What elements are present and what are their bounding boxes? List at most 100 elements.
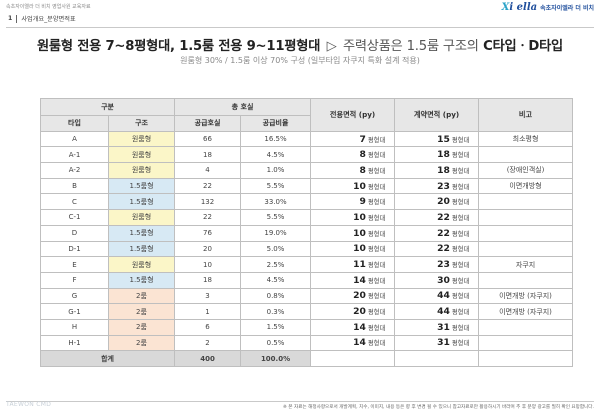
- table-row: A 원룸형 66 16.5% 7 평형대 15 평형대 최소평형: [40, 130, 574, 148]
- type-cell: C: [40, 193, 109, 211]
- unit-label: 평형대: [367, 183, 386, 191]
- supply-units-cell: 76: [174, 224, 242, 242]
- total-label: 합계: [39, 350, 176, 367]
- contract-area-cell: 22 평형대: [394, 240, 480, 258]
- unit-label: 평형대: [367, 230, 386, 238]
- structure-cell: 1.5룸형: [107, 240, 176, 258]
- supply-ratio-cell: 4.5%: [240, 271, 312, 289]
- exclusive-area-cell: 9 평형대: [310, 193, 396, 211]
- remarks-cell: 이면개방형: [478, 177, 574, 195]
- exclusive-area-value: 9: [359, 196, 366, 208]
- total-blank-cell: [394, 350, 480, 367]
- supply-ratio-cell: 2.5%: [240, 256, 312, 273]
- table-body: A 원룸형 66 16.5% 7 평형대 15 평형대 최소평형 A-1 원룸형 18 4.5% 8 평형대…: [40, 130, 574, 352]
- contract-area-cell: 31 평형대: [394, 318, 480, 336]
- structure-cell: 원룸형: [107, 209, 176, 226]
- type-cell: E: [40, 256, 109, 273]
- table-row: B 1.5룸형 22 5.5% 10 평형대 23 평형대 이면개방형: [40, 177, 574, 195]
- remarks-cell: 최소평형: [478, 130, 574, 148]
- unit-label: 평형대: [367, 309, 386, 317]
- watermark: TAEWON CMD: [6, 401, 52, 408]
- headline: 원룸형 전용 7~8평형대, 1.5룸 전용 9~11평형대 ▷ 주력상품은 1…: [0, 35, 600, 54]
- section-heading: 1 사업개요_분양면적표: [8, 14, 76, 23]
- brand-logo: Xi ella: [501, 2, 538, 13]
- remarks-cell: (장애인객실): [478, 162, 574, 179]
- unit-label: 평형대: [367, 136, 386, 144]
- contract-area-cell: 44 평형대: [394, 303, 480, 320]
- type-cell: C-1: [40, 209, 109, 226]
- structure-cell: 2룸: [107, 318, 176, 336]
- exclusive-area-cell: 11 평형대: [310, 256, 396, 273]
- unit-label: 평형대: [451, 324, 470, 332]
- table-row: A-1 원룸형 18 4.5% 8 평형대 18 평형대: [40, 146, 574, 164]
- table-row: D-1 1.5룸형 20 5.0% 10 평형대 22 평형대: [40, 240, 574, 258]
- unit-label: 평형대: [367, 277, 386, 285]
- exclusive-area-value: 14: [353, 337, 366, 349]
- contract-area-cell: 15 평형대: [394, 130, 480, 148]
- supply-units-cell: 4: [174, 162, 242, 179]
- supply-units-cell: 18: [174, 271, 242, 289]
- contract-area-cell: 23 평형대: [394, 177, 480, 195]
- type-cell: A-1: [40, 146, 109, 164]
- structure-cell: 2룸: [107, 303, 176, 320]
- type-cell: H: [40, 318, 109, 336]
- supply-ratio-cell: 1.5%: [240, 318, 312, 336]
- header-type: 타입: [40, 115, 109, 132]
- unit-label: 평형대: [451, 309, 470, 317]
- subheadline: 원룸형 30% / 1.5룸 이상 70% 구성 (일부타입 자쿠지 특화 설계…: [180, 56, 420, 65]
- unit-label: 평형대: [451, 293, 470, 301]
- section-number: 1: [8, 15, 13, 22]
- unit-label: 평형대: [367, 167, 386, 175]
- remarks-cell: [478, 318, 574, 336]
- supply-units-cell: 1: [174, 303, 242, 320]
- supply-ratio-cell: 1.0%: [240, 162, 312, 179]
- unit-label: 평형대: [367, 199, 386, 207]
- total-units: 400: [174, 350, 242, 367]
- supply-ratio-cell: 0.8%: [240, 287, 312, 305]
- remarks-cell: [478, 224, 574, 242]
- header-remarks: 비고: [478, 98, 574, 132]
- arrow-icon: ▷: [326, 39, 337, 54]
- structure-cell: 원룸형: [107, 256, 176, 273]
- contract-area-cell: 44 평형대: [394, 287, 480, 305]
- remarks-cell: [478, 146, 574, 164]
- supply-units-cell: 18: [174, 146, 242, 164]
- header-supply-ratio: 공급비율: [240, 115, 312, 132]
- supply-units-cell: 10: [174, 256, 242, 273]
- exclusive-area-value: 10: [353, 243, 366, 255]
- unit-label: 평형대: [367, 340, 386, 348]
- unit-label: 평형대: [451, 183, 470, 191]
- header-total-units: 총 호실: [174, 98, 312, 116]
- supply-ratio-cell: 19.0%: [240, 224, 312, 242]
- table-row: E 원룸형 10 2.5% 11 평형대 23 평형대 자쿠지: [40, 256, 574, 273]
- supply-units-cell: 22: [174, 209, 242, 226]
- contract-area-value: 44: [437, 290, 450, 302]
- remarks-cell: [478, 209, 574, 226]
- exclusive-area-cell: 10 평형대: [310, 177, 396, 195]
- type-cell: D: [40, 224, 109, 242]
- exclusive-area-cell: 14 평형대: [310, 271, 396, 289]
- contract-area-cell: 31 평형대: [394, 334, 480, 352]
- exclusive-area-value: 20: [353, 306, 366, 318]
- contract-area-value: 31: [437, 321, 450, 333]
- exclusive-area-value: 20: [353, 290, 366, 302]
- unit-label: 평형대: [367, 246, 386, 254]
- supply-units-cell: 6: [174, 318, 242, 336]
- exclusive-area-cell: 8 평형대: [310, 146, 396, 164]
- structure-cell: 1.5룸형: [107, 177, 176, 195]
- exclusive-area-cell: 10 평형대: [310, 209, 396, 226]
- contract-area-value: 31: [437, 337, 450, 349]
- total-blank-cell: [310, 350, 396, 367]
- contract-area-cell: 18 평형대: [394, 162, 480, 179]
- supply-units-cell: 66: [174, 130, 242, 148]
- section-divider: [16, 14, 18, 23]
- structure-cell: 2룸: [107, 334, 176, 352]
- footer-disclaimer: ※ 본 자료는 해정사항으로서 개발계획, 치수, 이미지, 내용 등은 향 후…: [283, 405, 594, 410]
- contract-area-value: 44: [437, 306, 450, 318]
- header-contract-area: 계약면적 (py): [394, 98, 480, 132]
- supply-ratio-cell: 5.0%: [240, 240, 312, 258]
- contract-area-value: 15: [437, 133, 450, 145]
- total-blank-cell: [478, 350, 574, 367]
- structure-cell: 2룸: [107, 287, 176, 305]
- structure-cell: 1.5룸형: [107, 224, 176, 242]
